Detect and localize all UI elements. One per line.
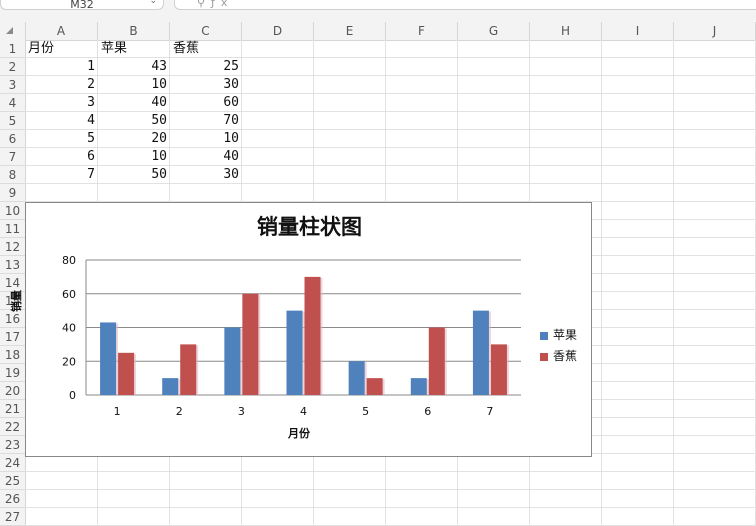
- row-header-18[interactable]: 18: [0, 346, 25, 364]
- row-header-20[interactable]: 20: [0, 382, 25, 400]
- cell-c1[interactable]: 香蕉: [173, 41, 200, 56]
- formula-input[interactable]: ⚲ƒx: [174, 0, 756, 10]
- legend-item-apple: 苹果: [540, 328, 577, 342]
- grid-line: [25, 147, 756, 148]
- cell-c8[interactable]: 30: [223, 167, 239, 182]
- column-header-j[interactable]: J: [674, 22, 756, 40]
- row-header-25[interactable]: 25: [0, 472, 25, 490]
- row-header-15[interactable]: 15: [0, 292, 25, 310]
- cell-a7[interactable]: 6: [87, 149, 95, 164]
- row-header-16[interactable]: 16: [0, 310, 25, 328]
- cell-c7[interactable]: 40: [223, 149, 239, 164]
- row-header-6[interactable]: 6: [0, 130, 25, 148]
- name-box[interactable]: M32 ⌄: [0, 0, 164, 10]
- cell-b5[interactable]: 50: [151, 113, 167, 128]
- cell-a6[interactable]: 5: [87, 131, 95, 146]
- legend-label-banana: 香蕉: [553, 349, 578, 363]
- chevron-down-icon[interactable]: ⌄: [149, 0, 157, 6]
- cell-c3[interactable]: 30: [223, 77, 239, 92]
- row-header-27[interactable]: 27: [0, 508, 25, 526]
- grid-line: [25, 471, 756, 472]
- cell-b8[interactable]: 50: [151, 167, 167, 182]
- cell-b2[interactable]: 43: [151, 59, 167, 74]
- fx-icon: ⚲ƒx: [197, 0, 234, 9]
- cell-a1[interactable]: 月份: [28, 41, 55, 56]
- cell-b6[interactable]: 20: [151, 131, 167, 146]
- column-header-bar: [0, 22, 756, 41]
- grid-line: [25, 57, 756, 58]
- cell-c4[interactable]: 60: [223, 95, 239, 110]
- cell-a4[interactable]: 3: [87, 95, 95, 110]
- grid-line: [25, 507, 756, 508]
- legend-swatch-banana: [540, 352, 548, 361]
- column-header-f[interactable]: F: [386, 22, 458, 40]
- grid-line: [25, 111, 756, 112]
- row-header-26[interactable]: 26: [0, 490, 25, 508]
- cell-a5[interactable]: 4: [87, 113, 95, 128]
- select-all-button[interactable]: [0, 22, 26, 41]
- grid-line: [25, 489, 756, 490]
- cell-c2[interactable]: 25: [223, 59, 239, 74]
- grid-line: [601, 40, 602, 525]
- column-header-b[interactable]: B: [98, 22, 170, 40]
- row-header-13[interactable]: 13: [0, 256, 25, 274]
- row-header-21[interactable]: 21: [0, 400, 25, 418]
- row-header-12[interactable]: 12: [0, 238, 25, 256]
- chart-title: 销量柱状图: [257, 214, 362, 239]
- cell-b4[interactable]: 40: [151, 95, 167, 110]
- row-header-17[interactable]: 17: [0, 328, 25, 346]
- column-header-h[interactable]: H: [530, 22, 602, 40]
- grid-line: [25, 201, 756, 202]
- cell-a3[interactable]: 2: [87, 77, 95, 92]
- cell-b7[interactable]: 10: [151, 149, 167, 164]
- row-header-23[interactable]: 23: [0, 436, 25, 454]
- cell-c6[interactable]: 10: [223, 131, 239, 146]
- row-header-1[interactable]: 1: [0, 40, 25, 58]
- grid-line: [25, 75, 756, 76]
- cell-c5[interactable]: 70: [223, 113, 239, 128]
- legend-label-apple: 苹果: [553, 328, 578, 342]
- row-header-10[interactable]: 10: [0, 202, 25, 220]
- row-header-9[interactable]: 9: [0, 184, 25, 202]
- row-header-22[interactable]: 22: [0, 418, 25, 436]
- row-header-8[interactable]: 8: [0, 166, 25, 184]
- cell-b3[interactable]: 10: [151, 77, 167, 92]
- row-header-14[interactable]: 14: [0, 274, 25, 292]
- grid-line: [25, 93, 756, 94]
- row-header-7[interactable]: 7: [0, 148, 25, 166]
- cell-b1[interactable]: 苹果: [101, 41, 128, 56]
- chart-frame[interactable]: 销量柱状图: [25, 202, 592, 457]
- row-header-5[interactable]: 5: [0, 112, 25, 130]
- row-header-2[interactable]: 2: [0, 58, 25, 76]
- legend-item-banana: 香蕉: [540, 349, 577, 363]
- grid-line: [25, 129, 756, 130]
- formula-bar: M32 ⌄ ⚲ƒx: [0, 0, 756, 22]
- chart-y-axis-label: 销量: [10, 290, 23, 312]
- cell-a2[interactable]: 1: [87, 59, 95, 74]
- column-header-i[interactable]: I: [602, 22, 674, 40]
- row-header-4[interactable]: 4: [0, 94, 25, 112]
- chart-x-axis-label: 月份: [288, 427, 310, 440]
- grid-line: [25, 165, 756, 166]
- name-box-value: M32: [70, 0, 94, 10]
- cell-a8[interactable]: 7: [87, 167, 95, 182]
- row-header-11[interactable]: 11: [0, 220, 25, 238]
- row-header-19[interactable]: 19: [0, 364, 25, 382]
- legend-swatch-apple: [540, 331, 548, 340]
- row-header-3[interactable]: 3: [0, 76, 25, 94]
- column-header-g[interactable]: G: [458, 22, 530, 40]
- column-header-c[interactable]: C: [170, 22, 242, 40]
- select-all-icon: [6, 27, 13, 34]
- column-header-e[interactable]: E: [314, 22, 386, 40]
- grid-line: [25, 183, 756, 184]
- grid-line: [673, 40, 674, 525]
- column-header-a[interactable]: A: [25, 22, 98, 40]
- row-header-24[interactable]: 24: [0, 454, 25, 472]
- column-header-d[interactable]: D: [242, 22, 314, 40]
